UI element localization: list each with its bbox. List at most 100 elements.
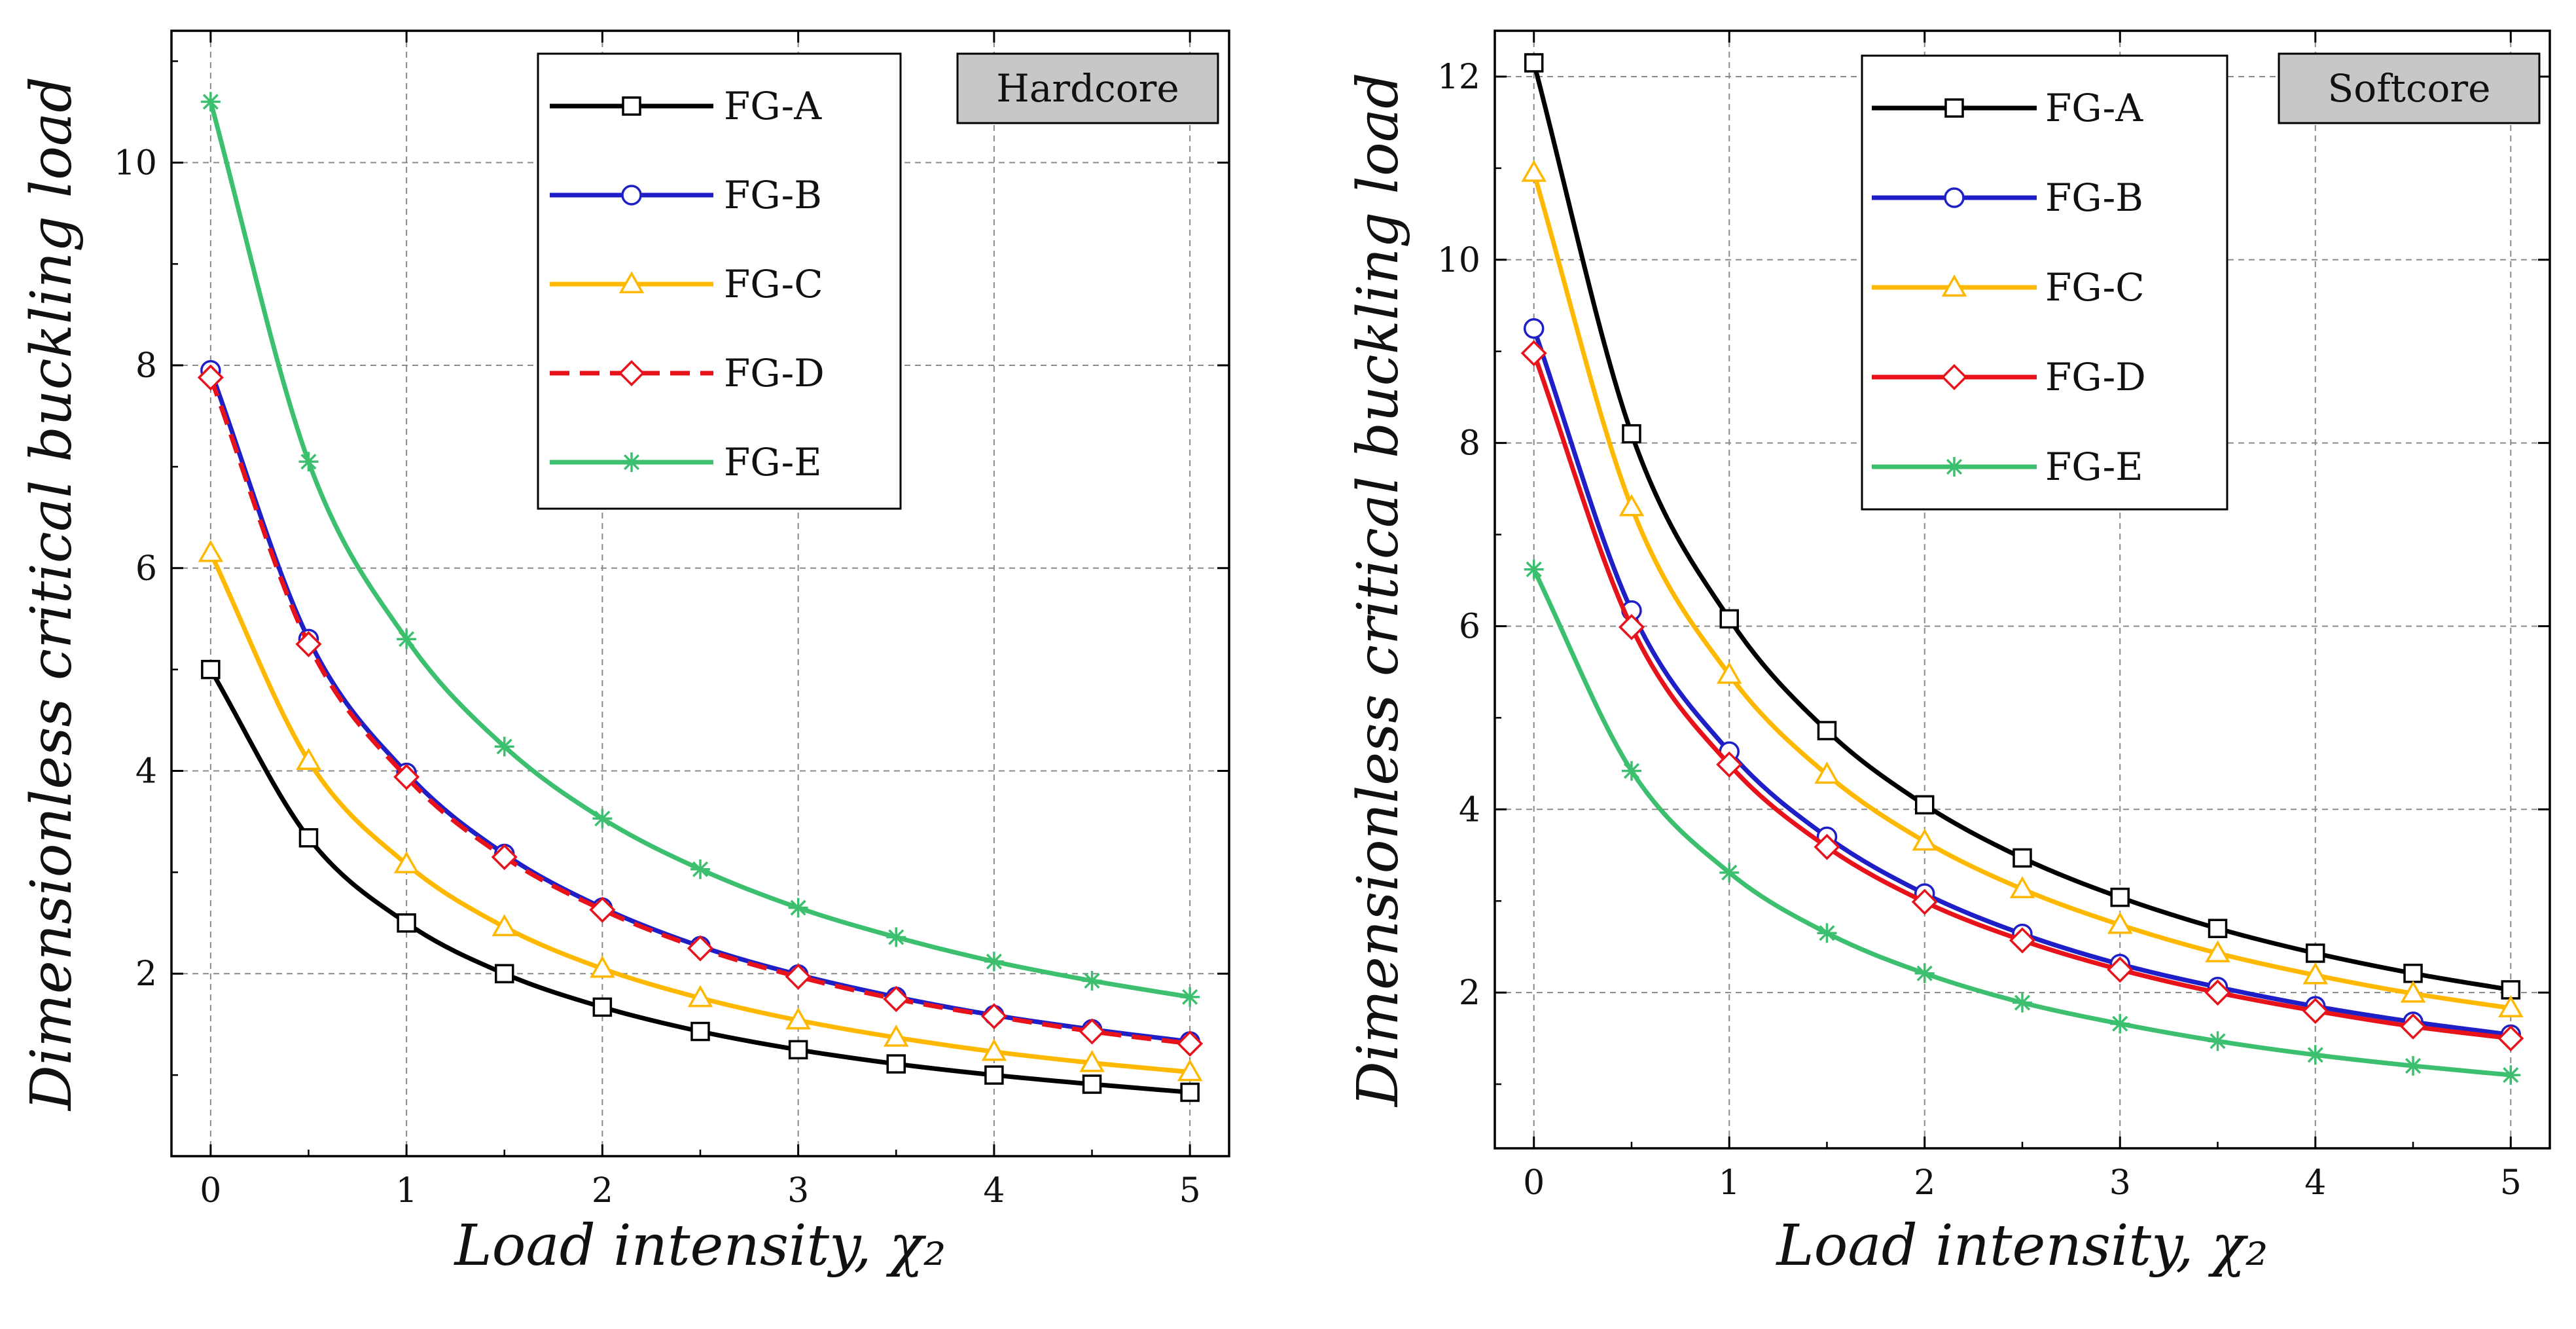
series-line: [208, 101, 1190, 1000]
legend-marker: [1941, 274, 1967, 297]
series-line: [208, 668, 1190, 1095]
legend-marker: [618, 271, 645, 293]
x-tick-label: 3: [2109, 1163, 2131, 1203]
data-point: [1914, 963, 1935, 983]
series-fg-e: [1524, 559, 2521, 1085]
data-point: [295, 630, 322, 657]
data-point: [1082, 1074, 1102, 1094]
data-point: [491, 844, 518, 871]
data-point: [2403, 1056, 2424, 1076]
y-axis-title: Dimensionless critical buckling load: [1346, 73, 1411, 1108]
data-point: [687, 935, 714, 962]
data-point: [788, 898, 808, 918]
legend-label: FG-A: [724, 84, 822, 128]
series-fg-c: [1521, 160, 2524, 1017]
data-point: [1719, 609, 1739, 629]
data-point: [2302, 962, 2329, 985]
x-tick-label: 1: [396, 1171, 418, 1211]
data-point: [981, 1038, 1007, 1061]
y-tick-label: 10: [1437, 241, 1480, 280]
legend-box: [537, 52, 902, 510]
panel-badge-label: Hardcore: [996, 66, 1179, 111]
data-point: [1079, 1018, 1105, 1045]
data-point: [1716, 751, 1743, 778]
data-point: [1914, 795, 1935, 815]
data-point: [1524, 559, 1544, 579]
data-point: [494, 964, 514, 983]
data-point: [298, 452, 319, 472]
series-fg-d: [1520, 340, 2524, 1052]
data-point: [2110, 887, 2130, 907]
data-point: [2305, 1045, 2325, 1065]
data-point: [886, 927, 906, 947]
series-line: [208, 369, 1190, 1044]
data-point: [2306, 943, 2325, 963]
data-point: [2012, 992, 2032, 1013]
data-point: [590, 955, 615, 978]
y-tick-label: 4: [135, 752, 157, 792]
data-point: [298, 828, 319, 848]
y-axis-title: Dimensionless critical buckling load: [19, 77, 84, 1112]
data-point: [1912, 828, 1938, 851]
data-point: [1814, 833, 1840, 860]
data-point: [201, 659, 221, 680]
data-point: [2400, 1013, 2427, 1040]
x-tick-label: 3: [787, 1171, 809, 1211]
legend-box: [1861, 54, 2228, 511]
data-point: [592, 809, 613, 829]
data-point: [785, 1007, 811, 1030]
x-axis-title: Load intensity, χ₂: [1776, 1213, 2268, 1279]
data-point: [2501, 980, 2521, 1000]
legend-entry-fg-e: FG-E: [550, 440, 822, 484]
data-point: [2501, 1065, 2521, 1085]
y-tick-label: 4: [1459, 790, 1480, 829]
data-point: [1520, 340, 1547, 367]
data-point: [1621, 761, 1641, 781]
legend-entry-fg-a: FG-A: [1872, 86, 2143, 130]
data-point: [2302, 998, 2329, 1025]
data-point: [785, 963, 812, 990]
chart-panel-1: 0 1 2 3 4 5 2 4 6 8 10 Load intensity, χ₂ Dimensionl…: [19, 29, 1230, 1279]
data-point: [2107, 956, 2134, 983]
legend-entry-fg-a: FG-A: [550, 84, 822, 128]
data-point: [393, 851, 420, 873]
x-tick-label: 0: [200, 1171, 221, 1211]
y-tick-label: 12: [1437, 58, 1480, 97]
data-point: [492, 914, 518, 936]
data-point: [2012, 848, 2032, 868]
legend-label: FG-B: [724, 173, 822, 217]
data-point: [589, 896, 616, 923]
x-tick-label: 2: [592, 1171, 613, 1211]
series-fg-c: [198, 539, 1203, 1082]
data-point: [1814, 761, 1840, 784]
y-tick-label: 2: [1459, 974, 1480, 1013]
data-point: [1911, 888, 1938, 915]
series-fg-a: [1524, 53, 2521, 1000]
x-tick-label: 5: [1179, 1171, 1201, 1211]
x-tick-label: 5: [2500, 1163, 2522, 1203]
y-tick-label: 6: [135, 549, 157, 589]
panel-badge-label: Softcore: [2328, 66, 2491, 111]
panel-badge: [2278, 52, 2541, 124]
data-point: [200, 92, 221, 112]
data-point: [2107, 911, 2133, 934]
data-point: [690, 1021, 710, 1042]
y-tick-label: 2: [135, 955, 157, 994]
x-axis-title: Load intensity, χ₂: [454, 1213, 946, 1279]
data-point: [494, 737, 514, 757]
data-point: [592, 997, 613, 1017]
x-tick-label: 1: [1719, 1163, 1740, 1203]
data-point: [2110, 1013, 2130, 1034]
series-fg-d: [197, 364, 1204, 1057]
data-point: [886, 1054, 906, 1074]
legend-label: FG-B: [2045, 175, 2143, 220]
legend-marker: [622, 96, 641, 116]
data-point: [2498, 995, 2524, 1017]
data-point: [1523, 318, 1545, 339]
data-point: [883, 985, 910, 1012]
data-point: [788, 1040, 808, 1060]
axis-ticks: 0 1 2 3 4 5 2 4 6 8 10: [114, 31, 1229, 1211]
data-point: [690, 859, 710, 879]
